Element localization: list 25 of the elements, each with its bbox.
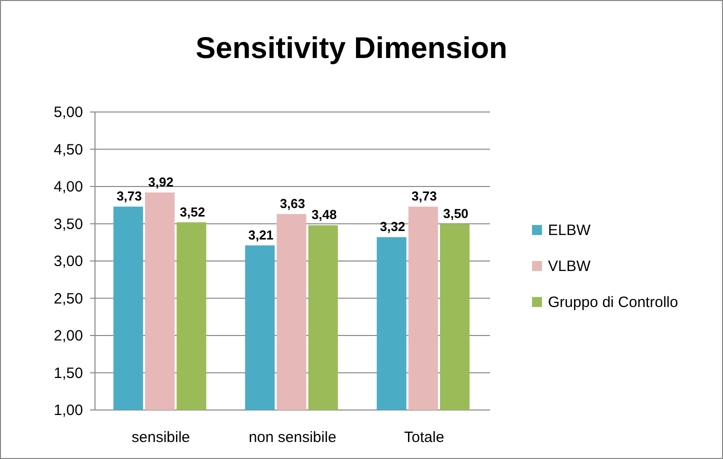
data-label: 3,63 <box>280 196 306 212</box>
y-tick-label: 4,00 <box>54 178 83 196</box>
y-tick-label: 1,00 <box>54 402 83 419</box>
y-tick-label: 4,50 <box>54 141 83 158</box>
y-tick-label: 2,50 <box>54 290 83 308</box>
chart-title: Sensitivity Dimension <box>196 32 508 65</box>
data-label: 3,92 <box>148 174 174 190</box>
data-label: 3,73 <box>116 188 142 204</box>
y-tick-label: 1,50 <box>54 364 83 382</box>
data-label: 3,50 <box>443 206 468 221</box>
y-tick-label: 2,00 <box>54 328 83 344</box>
x-tick-label: sensibile <box>132 429 190 446</box>
y-tick-label: 3,00 <box>54 253 83 270</box>
legend-label: VLBW <box>548 258 592 275</box>
x-tick-label: Totale <box>404 429 444 446</box>
data-label: 3,21 <box>248 227 274 242</box>
x-tick-label: non sensibile <box>248 429 336 446</box>
data-label: 3,48 <box>311 207 337 222</box>
data-label: 3,73 <box>412 188 437 204</box>
legend-label: Gruppo di Controllo <box>548 294 678 311</box>
data-label: 3,52 <box>180 204 206 220</box>
y-tick-label: 3,50 <box>54 216 83 233</box>
legend-label: ELBW <box>548 222 592 239</box>
y-tick-label: 5,00 <box>54 104 83 121</box>
data-label: 3,32 <box>380 219 406 234</box>
